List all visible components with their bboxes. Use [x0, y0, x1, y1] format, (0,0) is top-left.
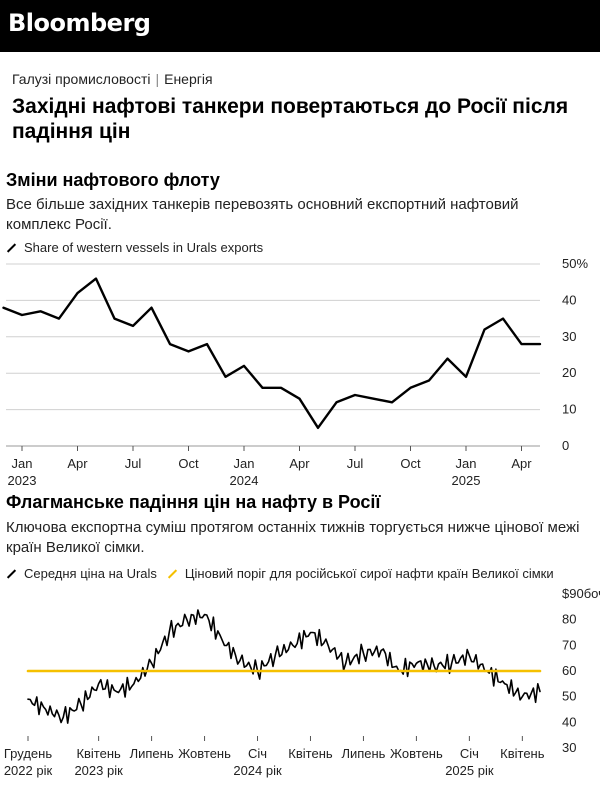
- chart2-legend-cap-label: Ціновий поріг для російської сирої нафти…: [184, 566, 554, 581]
- page-title: Західні нафтові танкери повертаються до …: [12, 95, 569, 143]
- x-tick-label: Jan: [12, 456, 33, 471]
- breadcrumb-section[interactable]: Галузі промисловості: [12, 71, 151, 87]
- y-tick-label: 30: [562, 740, 576, 755]
- y-tick-label: 0: [562, 438, 569, 453]
- y-tick-label: 40: [562, 292, 576, 307]
- y-tick-label: 10: [562, 402, 576, 417]
- x-tick-label: Жовтень: [390, 746, 443, 761]
- x-tick-label: Січ: [248, 746, 267, 761]
- chart2-legend-urals-label: Середня ціна на Urals: [24, 566, 157, 581]
- bloomberg-logo[interactable]: Bloomberg: [8, 9, 151, 37]
- x-tick-label: 2023: [8, 473, 37, 488]
- chart2-svg: 30 40 50 60 70 80 $90бочка Грудень 2022 рік Квіте…: [4, 586, 600, 778]
- y-tick-label: 50%: [562, 256, 588, 271]
- y-tick-label: 70: [562, 637, 576, 652]
- y-tick-label: 50: [562, 689, 576, 704]
- breadcrumb-separator: |: [155, 71, 160, 87]
- y-tick-label: 30: [562, 329, 576, 344]
- top-bar: Bloomberg: [0, 0, 600, 52]
- chart2-subtitle: Ключова експортна суміш протягом останні…: [6, 519, 580, 556]
- breadcrumb-subsection[interactable]: Енергія: [164, 71, 213, 87]
- x-tick-label: Apr: [511, 456, 532, 471]
- x-tick-label: Jan: [234, 456, 255, 471]
- x-tick-label: 2023 рік: [74, 763, 123, 778]
- x-tick-label: Липень: [130, 746, 174, 761]
- x-tick-label: Jan: [456, 456, 477, 471]
- x-tick-label: Квітень: [76, 746, 121, 761]
- y-tick-label: 80: [562, 612, 576, 627]
- x-tick-label: 2024 рік: [233, 763, 282, 778]
- x-tick-label: 2025: [452, 473, 481, 488]
- chart2-legend: Середня ціна на Urals Ціновий поріг для …: [6, 566, 564, 581]
- chart1-legend-label: Share of western vessels in Urals export…: [24, 240, 264, 255]
- x-tick-label: Квітень: [288, 746, 333, 761]
- chart2-title: Флагманське падіння цін на нафту в Росії: [6, 492, 381, 512]
- y-tick-label: 20: [562, 365, 576, 380]
- chart1-svg: 0 10 20 30 40 50% Jan 2023 Apr Jul Oct Jan 2024 Apr Ju…: [2, 256, 588, 488]
- x-tick-label: Січ: [460, 746, 479, 761]
- x-tick-label: Грудень: [4, 746, 52, 761]
- x-tick-label: Jul: [347, 456, 364, 471]
- chart1-title: Зміни нафтового флоту: [6, 170, 220, 190]
- x-tick-label: Oct: [178, 456, 199, 471]
- x-tick-label: Жовтень: [178, 746, 231, 761]
- chart1-legend: Share of western vessels in Urals export…: [6, 240, 273, 255]
- y-tick-label: 40: [562, 714, 576, 729]
- x-tick-label: Jul: [125, 456, 142, 471]
- x-tick-label: 2024: [230, 473, 259, 488]
- x-tick-label: Липень: [341, 746, 385, 761]
- x-tick-label: Квітень: [500, 746, 545, 761]
- y-tick-label: $90бочка: [562, 586, 600, 601]
- chart1-subtitle: Все більше західних танкерів перевозять …: [6, 196, 519, 233]
- x-tick-label: Apr: [289, 456, 310, 471]
- x-tick-label: 2022 рік: [4, 763, 53, 778]
- series-line-1: [27, 609, 541, 724]
- breadcrumb: Галузі промисловості | Енергія: [12, 71, 213, 87]
- series-line-1: [2, 277, 542, 430]
- chart2-legend-cap-swatch: [167, 568, 178, 579]
- y-tick-label: 60: [562, 663, 576, 678]
- x-tick-label: Oct: [400, 456, 421, 471]
- x-tick-label: 2025 рік: [445, 763, 494, 778]
- chart2-legend-urals-swatch: [6, 568, 17, 579]
- x-tick-label: Apr: [67, 456, 88, 471]
